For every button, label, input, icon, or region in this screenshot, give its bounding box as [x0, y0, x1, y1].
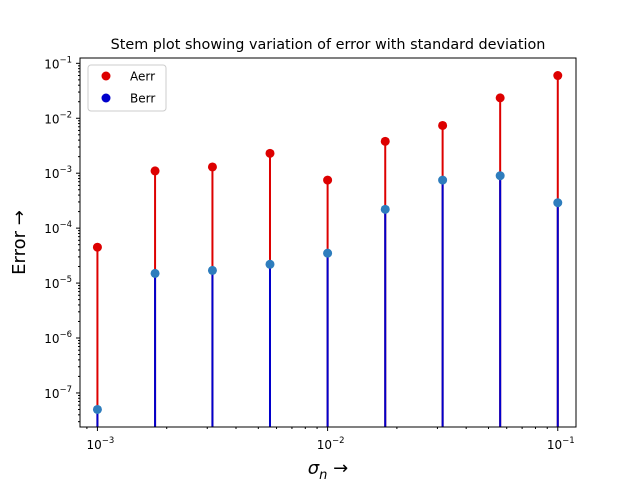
x-tick-label-2: 10−1	[547, 436, 575, 452]
x-tick-label-0: 10−3	[87, 436, 115, 452]
marker-aerr-8	[553, 71, 563, 81]
plot-area	[92, 71, 563, 427]
marker-berr-3	[265, 259, 275, 269]
y-tick-label-1: 10−6	[44, 330, 72, 346]
marker-berr-4	[323, 248, 333, 258]
marker-berr-2	[207, 265, 217, 275]
chart-title: Stem plot showing variation of error wit…	[111, 37, 546, 53]
marker-berr-6	[438, 175, 448, 185]
marker-aerr-1	[150, 166, 160, 176]
y-tick-label-0: 10−7	[44, 385, 72, 401]
marker-berr-1	[150, 268, 160, 278]
y-tick-label-3: 10−4	[44, 220, 72, 236]
x-tick-label-1: 10−2	[317, 436, 345, 452]
legend-marker-berr	[101, 93, 111, 103]
marker-aerr-7	[495, 93, 505, 103]
y-tick-label-5: 10−2	[44, 110, 72, 126]
y-axis-label: Error →	[9, 210, 30, 275]
axes: 10−3 10−2 10−1 10−7 10−6 10−5 10−4 10−3 10−2 10−1…	[9, 55, 577, 480]
marker-aerr-4	[323, 175, 333, 185]
x-axis-label: σn →	[308, 458, 348, 480]
marker-berr-5	[380, 204, 390, 214]
marker-aerr-2	[207, 162, 217, 172]
marker-aerr-3	[265, 148, 275, 158]
y-tick-label-4: 10−3	[44, 165, 72, 181]
marker-berr-7	[495, 171, 505, 181]
marker-aerr-6	[438, 120, 448, 130]
y-tick-label-2: 10−5	[44, 275, 72, 291]
legend-marker-aerr	[101, 71, 111, 81]
marker-berr-0	[92, 404, 102, 414]
series-group	[92, 71, 563, 427]
marker-berr-8	[553, 198, 563, 208]
legend: Aerr Berr	[87, 64, 167, 112]
legend-label-aerr: Aerr	[130, 70, 155, 84]
marker-aerr-0	[92, 242, 102, 252]
marker-aerr-5	[380, 136, 390, 146]
legend-label-berr: Berr	[130, 92, 155, 106]
y-tick-label-6: 10−1	[44, 55, 72, 71]
